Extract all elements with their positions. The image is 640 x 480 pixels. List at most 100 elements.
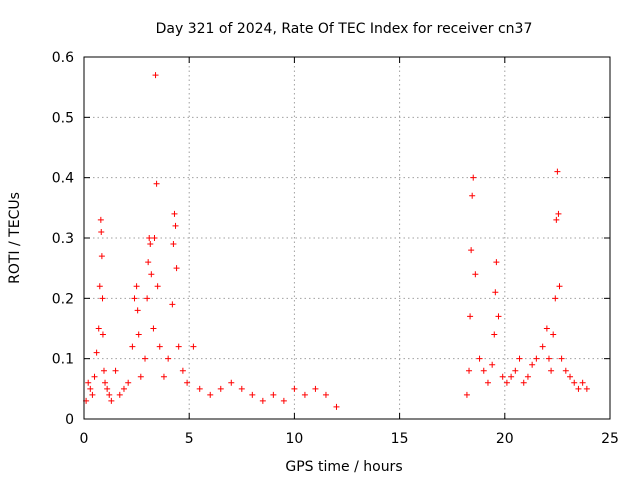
data-point bbox=[520, 379, 527, 386]
data-point bbox=[472, 271, 479, 278]
data-point bbox=[93, 349, 100, 356]
data-point bbox=[153, 180, 160, 187]
data-point bbox=[476, 355, 483, 362]
data-point bbox=[133, 283, 140, 290]
y-tick-label: 0.5 bbox=[52, 110, 74, 126]
data-point bbox=[579, 379, 586, 386]
data-point bbox=[249, 391, 256, 398]
data-point bbox=[469, 192, 476, 199]
data-point bbox=[120, 385, 127, 392]
x-tick-label: 0 bbox=[80, 431, 89, 447]
data-point bbox=[493, 259, 500, 266]
data-point bbox=[492, 289, 499, 296]
data-point bbox=[112, 367, 119, 374]
data-point bbox=[154, 283, 161, 290]
data-point bbox=[301, 391, 308, 398]
data-point bbox=[480, 367, 487, 374]
grid-lines bbox=[84, 57, 610, 419]
data-point bbox=[156, 343, 163, 350]
data-point bbox=[466, 367, 473, 374]
data-point bbox=[116, 391, 123, 398]
data-point bbox=[491, 331, 498, 338]
data-point bbox=[170, 241, 177, 248]
x-tick-label: 20 bbox=[496, 431, 514, 447]
y-tick-label: 0 bbox=[65, 412, 74, 428]
data-point bbox=[102, 379, 109, 386]
data-point bbox=[555, 210, 562, 217]
data-point bbox=[184, 379, 191, 386]
data-point bbox=[550, 331, 557, 338]
data-point bbox=[552, 295, 559, 302]
data-point bbox=[172, 222, 179, 229]
data-point bbox=[312, 385, 319, 392]
data-point bbox=[228, 379, 235, 386]
data-point bbox=[556, 283, 563, 290]
y-tick-label: 0.4 bbox=[52, 171, 74, 187]
data-point bbox=[134, 307, 141, 314]
data-point bbox=[85, 379, 92, 386]
data-point bbox=[160, 373, 167, 380]
data-point bbox=[529, 361, 536, 368]
x-axis-label: GPS time / hours bbox=[285, 459, 402, 475]
y-tick-label: 0.3 bbox=[52, 231, 74, 247]
data-point bbox=[553, 216, 560, 223]
data-point bbox=[270, 391, 277, 398]
data-point bbox=[142, 355, 149, 362]
data-point bbox=[468, 247, 475, 254]
data-point bbox=[135, 331, 142, 338]
data-point bbox=[489, 361, 496, 368]
data-point bbox=[129, 343, 136, 350]
x-tick-label: 25 bbox=[601, 431, 619, 447]
data-point bbox=[95, 325, 102, 332]
y-tick-label: 0.6 bbox=[52, 50, 74, 66]
data-point bbox=[524, 373, 531, 380]
data-point bbox=[558, 355, 565, 362]
data-point bbox=[548, 367, 555, 374]
data-point bbox=[151, 235, 158, 241]
data-point bbox=[99, 331, 106, 338]
data-point bbox=[100, 367, 107, 374]
x-tick-label: 15 bbox=[391, 431, 409, 447]
data-points bbox=[83, 72, 590, 410]
y-tick-label: 0.1 bbox=[52, 352, 74, 368]
data-point bbox=[467, 313, 474, 320]
x-tick-label: 10 bbox=[285, 431, 303, 447]
data-point bbox=[106, 391, 113, 398]
data-point bbox=[554, 168, 561, 175]
data-point bbox=[99, 295, 106, 302]
data-point bbox=[152, 72, 159, 79]
data-point bbox=[87, 385, 94, 392]
data-point bbox=[171, 210, 178, 217]
data-point bbox=[238, 385, 245, 392]
data-point bbox=[539, 343, 546, 350]
data-point bbox=[144, 295, 151, 302]
chart-title: Day 321 of 2024, Rate Of TEC Index for r… bbox=[156, 21, 533, 37]
data-point bbox=[196, 385, 203, 392]
data-point bbox=[125, 379, 132, 386]
data-point bbox=[207, 391, 214, 398]
data-point bbox=[516, 355, 523, 362]
data-point bbox=[322, 391, 329, 398]
data-point bbox=[333, 403, 340, 410]
data-point bbox=[148, 271, 155, 278]
data-point bbox=[571, 379, 578, 386]
data-point bbox=[145, 259, 152, 266]
data-point bbox=[190, 343, 197, 350]
data-point bbox=[217, 385, 224, 392]
data-point bbox=[96, 283, 103, 290]
data-point bbox=[98, 228, 105, 235]
data-point bbox=[169, 301, 176, 308]
data-point bbox=[131, 295, 138, 302]
data-point bbox=[575, 385, 582, 392]
x-tick-label: 5 bbox=[185, 431, 194, 447]
data-point bbox=[503, 379, 510, 386]
data-point bbox=[137, 373, 144, 380]
data-point bbox=[175, 343, 182, 350]
data-point bbox=[150, 325, 157, 332]
data-point bbox=[147, 241, 154, 248]
data-point bbox=[543, 325, 550, 332]
data-point bbox=[146, 235, 153, 241]
data-point bbox=[173, 265, 180, 272]
data-point bbox=[495, 313, 502, 320]
